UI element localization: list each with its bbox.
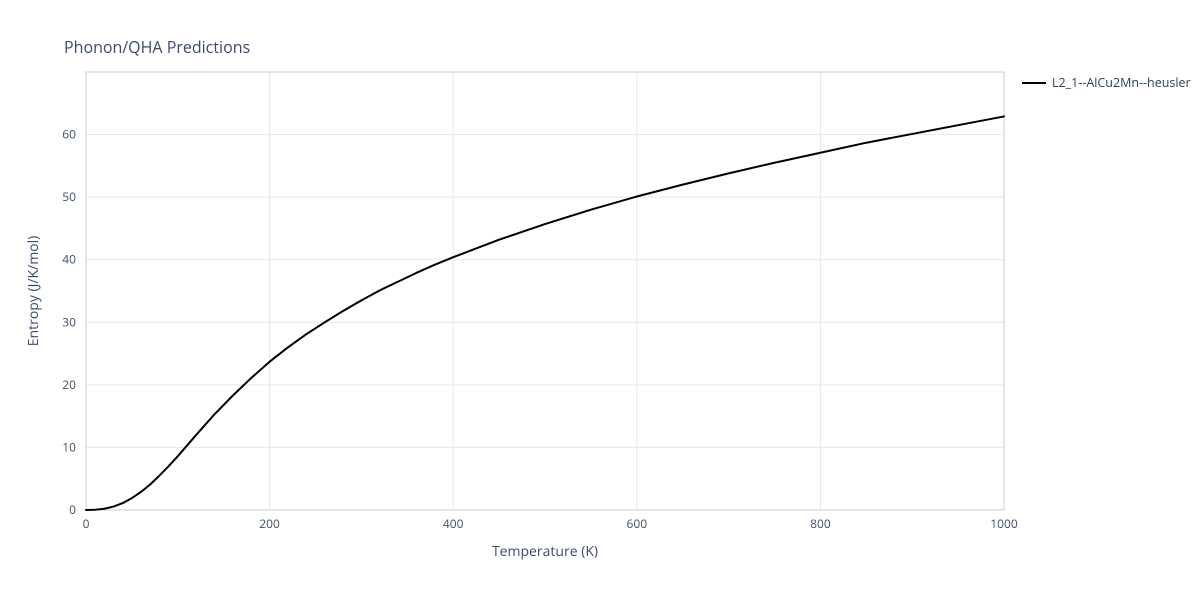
chart-title: Phonon/QHA Predictions bbox=[64, 36, 250, 58]
svg-text:0: 0 bbox=[83, 515, 90, 532]
svg-text:Entropy (J/K/mol): Entropy (J/K/mol) bbox=[24, 236, 43, 347]
svg-text:200: 200 bbox=[259, 515, 280, 532]
svg-text:10: 10 bbox=[62, 438, 76, 455]
series-line bbox=[86, 116, 1004, 510]
svg-text:Temperature (K): Temperature (K) bbox=[492, 542, 598, 561]
svg-text:0: 0 bbox=[69, 501, 76, 518]
svg-text:800: 800 bbox=[810, 515, 831, 532]
svg-text:20: 20 bbox=[62, 376, 76, 393]
svg-text:1000: 1000 bbox=[990, 515, 1018, 532]
svg-text:40: 40 bbox=[62, 251, 76, 268]
svg-text:50: 50 bbox=[62, 188, 76, 205]
svg-text:60: 60 bbox=[62, 126, 76, 143]
plot-area: 0 200 400 600 800 1000 0 10 20 30 40 50 60 Temperatur… bbox=[24, 72, 1018, 561]
svg-text:30: 30 bbox=[62, 313, 76, 330]
svg-text:400: 400 bbox=[443, 515, 464, 532]
svg-text:600: 600 bbox=[627, 515, 648, 532]
chart-svg: 0 200 400 600 800 1000 0 10 20 30 40 50 60 Temperatur… bbox=[0, 0, 1200, 600]
chart-container: Phonon/QHA Predictions 02004006008001000… bbox=[0, 0, 1200, 600]
legend-label: L2_1--AlCu2Mn--heusler bbox=[1052, 74, 1191, 91]
legend: L2_1--AlCu2Mn--heusler bbox=[1022, 74, 1191, 91]
legend-swatch bbox=[1022, 82, 1046, 84]
